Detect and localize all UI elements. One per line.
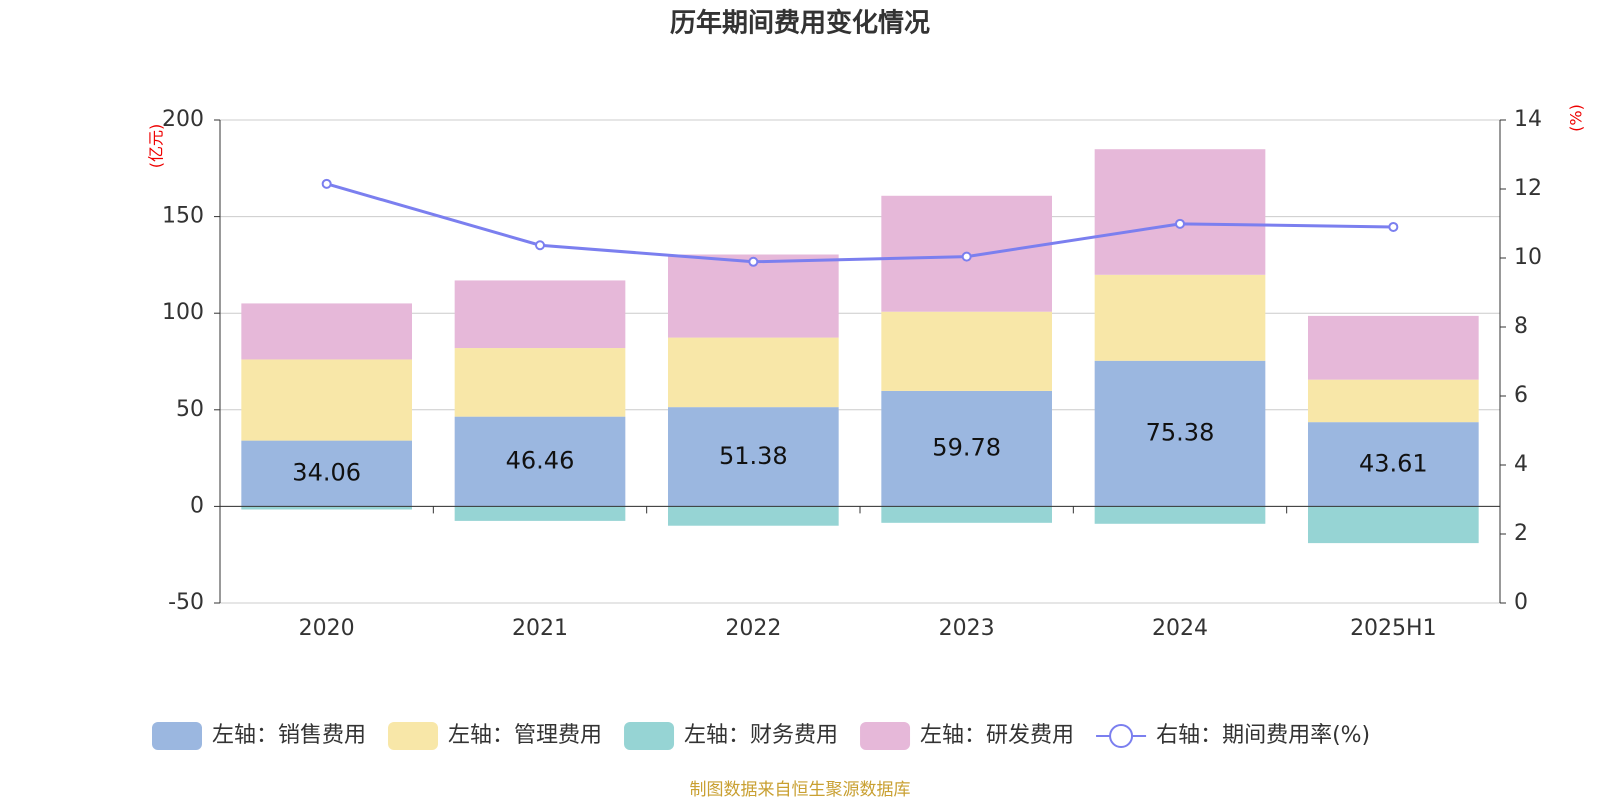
data-label: 59.78 [932,434,1001,462]
legend-swatch [624,722,675,750]
x-tick-label: 2023 [939,616,995,641]
bar [454,506,626,521]
data-label: 43.61 [1359,449,1428,477]
legend-label: 左轴：管理费用 [448,723,602,748]
x-tick-label: 2022 [725,616,781,641]
y2-tick-label: 14 [1514,107,1542,132]
legend-swatch [388,722,439,750]
line-point [961,251,972,262]
x-tick-label: 2024 [1152,616,1208,641]
bar [454,348,626,417]
y2-tick-label: 12 [1514,176,1542,201]
bar [454,416,626,507]
bar [241,359,412,441]
y-tick-label: -50 [168,590,204,615]
y2-tick-label: 4 [1514,452,1528,477]
data-label: 51.38 [719,442,788,470]
bar [668,254,839,338]
y2-tick-label: 10 [1514,245,1542,270]
line [326,182,1394,264]
x-tick-label: 2021 [512,616,568,641]
y2-tick-label: 8 [1514,314,1528,339]
legend-swatch [860,722,911,750]
bar [454,280,626,349]
x-tick-label: 2025H1 [1350,616,1437,641]
bar [241,303,412,360]
data-label: 46.46 [506,447,575,475]
y-tick-label: 0 [190,493,204,518]
y2-axis-label: (%) [1567,104,1586,132]
legend-label: 左轴：财务费用 [684,723,838,748]
line-point [535,240,545,251]
bar [881,390,1052,507]
bar [1094,360,1266,507]
data-label: 75.38 [1146,419,1215,447]
bar [1308,379,1479,423]
bar [668,337,839,408]
x-tick-label: 2020 [299,616,355,641]
y-tick-label: 100 [162,300,204,325]
y-tick-label: 50 [176,397,204,422]
y2-tick-label: 2 [1514,521,1528,546]
bar [668,407,839,507]
data-label: 34.06 [292,458,361,486]
bar [1094,149,1266,275]
y-axis-label: (亿元) [147,124,166,169]
chart-title: 历年期间费用变化情况 [670,8,930,39]
bar [1308,422,1479,507]
legend-label: 右轴：期间费用率(%) [1156,723,1370,748]
legend-swatch [1109,724,1134,748]
bar [668,506,839,526]
bar [1094,274,1266,361]
bar [1308,315,1479,380]
y-tick-label: 200 [162,107,204,132]
bar [241,506,412,510]
legend-swatch [152,722,202,750]
y2-tick-label: 0 [1514,590,1528,615]
line-point [321,178,332,189]
source-note: 制图数据来自恒生聚源数据库 [690,780,911,800]
bar [241,440,412,507]
bar [1308,506,1479,544]
y2-tick-label: 6 [1514,383,1528,408]
legend-label: 左轴：研发费用 [920,723,1074,748]
line-point [748,256,759,267]
bar [881,311,1052,391]
y-tick-label: 150 [162,204,204,229]
line-point [1388,221,1399,232]
bar [881,506,1052,523]
line-point [1175,218,1185,229]
legend-label: 左轴：销售费用 [212,723,366,748]
bar [1094,506,1266,524]
